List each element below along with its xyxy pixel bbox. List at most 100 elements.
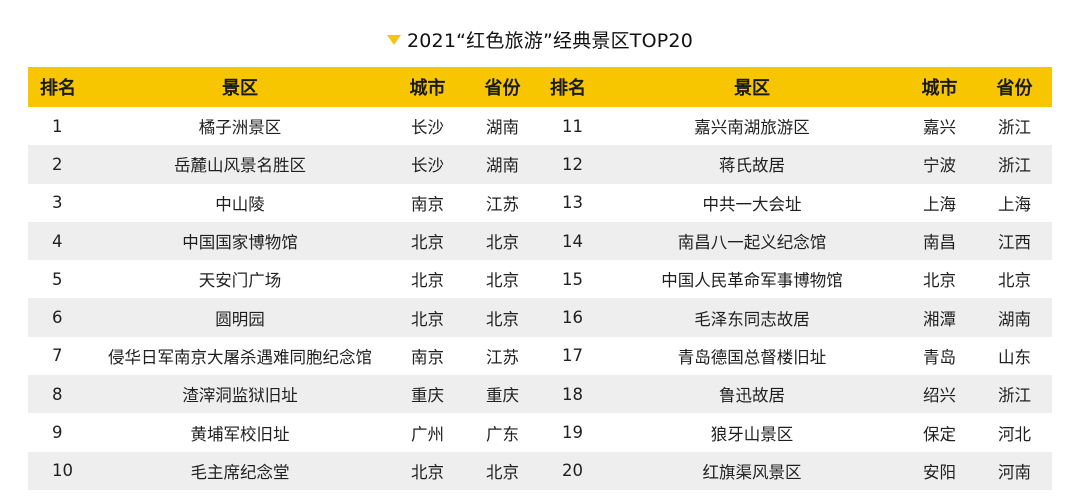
header-rank: 排名: [540, 67, 602, 107]
province-cell: 湖南: [486, 118, 519, 138]
table-row: 15 中国人民革命军事博物馆 北京 北京: [540, 260, 1052, 298]
scenic-cell: 青岛德国总督楼旧址: [677, 347, 827, 367]
province-cell: 北京: [486, 271, 519, 291]
scenic-cell: 天安门广场: [198, 271, 282, 291]
province-cell: 北京: [465, 298, 540, 337]
city-cell: 北京: [390, 451, 465, 490]
province-cell: 江苏: [486, 347, 519, 367]
header-province: 省份: [977, 67, 1052, 107]
table-row: 17 青岛德国总督楼旧址 青岛 山东: [540, 337, 1052, 375]
city-cell: 保定: [923, 424, 956, 444]
city-cell: 北京: [411, 271, 444, 291]
ranking-table-left: 排名 景区 城市 省份 1 橘子洲景区 长沙 湖南 2 岳麓山风景名胜区 长沙 湖南 3 中山陵南…: [28, 67, 540, 490]
scenic-cell: 黄埔军校旧址: [190, 424, 290, 444]
rank-cell: 18: [540, 375, 602, 414]
rank-cell: 5: [52, 269, 63, 289]
table-row: 5 天安门广场 北京 北京: [28, 260, 540, 298]
table-row: 10 毛主席纪念堂 北京 北京: [28, 451, 540, 490]
scenic-cell: 中国人民革命军事博物馆: [661, 271, 843, 291]
province-cell: 河北: [998, 424, 1031, 444]
rank-cell: 12: [540, 145, 602, 184]
scenic-cell: 中山陵: [215, 194, 265, 214]
city-cell: 青岛: [923, 347, 956, 367]
scenic-cell: 鲁迅故居: [602, 375, 902, 414]
scenic-cell: 中共一大会址: [702, 194, 802, 214]
ranking-tables: 排名 景区 城市 省份 1 橘子洲景区 长沙 湖南 2 岳麓山风景名胜区 长沙 湖南 3 中山陵南…: [28, 67, 1052, 490]
table-row: 20 红旗渠风景区 安阳 河南: [540, 451, 1052, 490]
rank-cell: 16: [540, 298, 602, 337]
province-cell: 河南: [977, 451, 1052, 490]
rank-cell: 1: [52, 116, 63, 136]
province-cell: 北京: [998, 271, 1031, 291]
province-cell: 湖南: [977, 298, 1052, 337]
province-cell: 北京: [465, 451, 540, 490]
scenic-cell: 侵华日军南京大屠杀遇难同胞纪念馆: [108, 347, 372, 367]
rank-cell: 9: [52, 423, 63, 443]
table-row: 3 中山陵 南京 江苏: [28, 184, 540, 222]
scenic-cell: 毛泽东同志故居: [602, 298, 902, 337]
rank-cell: 13: [562, 193, 583, 213]
ranking-table-right: 排名 景区 城市 省份 11 嘉兴南湖旅游区 嘉兴 浙江 12 蒋氏故居 宁波 浙江 13 中共一…: [540, 67, 1052, 490]
city-cell: 宁波: [902, 145, 977, 184]
scenic-cell: 渣滓洞监狱旧址: [90, 375, 390, 414]
table-row: 1 橘子洲景区 长沙 湖南: [28, 107, 540, 145]
city-cell: 重庆: [390, 375, 465, 414]
city-cell: 湘潭: [902, 298, 977, 337]
table-header-row: 排名 景区 城市 省份: [540, 67, 1052, 107]
rank-cell: 14: [540, 221, 602, 261]
table-row: 2 岳麓山风景名胜区 长沙 湖南: [28, 145, 540, 184]
city-cell: 北京: [923, 271, 956, 291]
table-row: 7 侵华日军南京大屠杀遇难同胞纪念馆 南京 江苏: [28, 337, 540, 375]
province-cell: 江西: [977, 221, 1052, 261]
city-cell: 长沙: [390, 145, 465, 184]
rank-cell: 3: [52, 193, 63, 213]
table-row: 12 蒋氏故居 宁波 浙江: [540, 145, 1052, 184]
province-cell: 浙江: [977, 375, 1052, 414]
city-cell: 绍兴: [902, 375, 977, 414]
header-scenic: 景区: [90, 67, 390, 107]
table-row: 6 圆明园 北京 北京: [28, 298, 540, 337]
scenic-cell: 岳麓山风景名胜区: [90, 145, 390, 184]
city-cell: 安阳: [902, 451, 977, 490]
province-cell: 广东: [486, 424, 519, 444]
city-cell: 北京: [390, 298, 465, 337]
scenic-cell: 蒋氏故居: [602, 145, 902, 184]
province-cell: 北京: [465, 221, 540, 261]
city-cell: 上海: [923, 194, 956, 214]
rank-cell: 15: [562, 269, 583, 289]
rank-cell: 17: [562, 346, 583, 366]
scenic-cell: 嘉兴南湖旅游区: [694, 118, 810, 138]
rank-cell: 2: [28, 145, 90, 184]
page-title: 2021“红色旅游”经典景区TOP20: [0, 22, 1080, 56]
province-cell: 上海: [998, 194, 1031, 214]
rank-cell: 4: [28, 221, 90, 261]
title-text: 2021“红色旅游”经典景区TOP20: [406, 29, 694, 52]
rank-cell: 6: [28, 298, 90, 337]
table-row: 19 狼牙山景区 保定 河北: [540, 413, 1052, 451]
province-cell: 江苏: [486, 194, 519, 214]
province-cell: 山东: [998, 347, 1031, 367]
scenic-cell: 橘子洲景区: [198, 118, 282, 138]
table-row: 16 毛泽东同志故居 湘潭 湖南: [540, 298, 1052, 337]
rank-cell: 11: [562, 116, 583, 136]
city-cell: 北京: [390, 221, 465, 261]
scenic-cell: 毛主席纪念堂: [90, 451, 390, 490]
scenic-cell: 中国国家博物馆: [90, 221, 390, 261]
triangle-down-icon: [386, 35, 401, 45]
city-cell: 南京: [411, 194, 444, 214]
city-cell: 南京: [411, 347, 444, 367]
table-row: 11 嘉兴南湖旅游区 嘉兴 浙江: [540, 107, 1052, 145]
table-row: 8 渣滓洞监狱旧址 重庆 重庆: [28, 375, 540, 414]
scenic-cell: 狼牙山景区: [710, 424, 794, 444]
table-row: 9 黄埔军校旧址 广州 广东: [28, 413, 540, 451]
table-row: 4 中国国家博物馆 北京 北京: [28, 221, 540, 261]
header-province: 省份: [465, 67, 540, 107]
province-cell: 浙江: [998, 118, 1031, 138]
header-city: 城市: [902, 67, 977, 107]
table-header-row: 排名 景区 城市 省份: [28, 67, 540, 107]
city-cell: 嘉兴: [923, 118, 956, 138]
province-cell: 浙江: [977, 145, 1052, 184]
scenic-cell: 南昌八一起义纪念馆: [602, 221, 902, 261]
scenic-cell: 圆明园: [90, 298, 390, 337]
city-cell: 长沙: [411, 118, 444, 138]
